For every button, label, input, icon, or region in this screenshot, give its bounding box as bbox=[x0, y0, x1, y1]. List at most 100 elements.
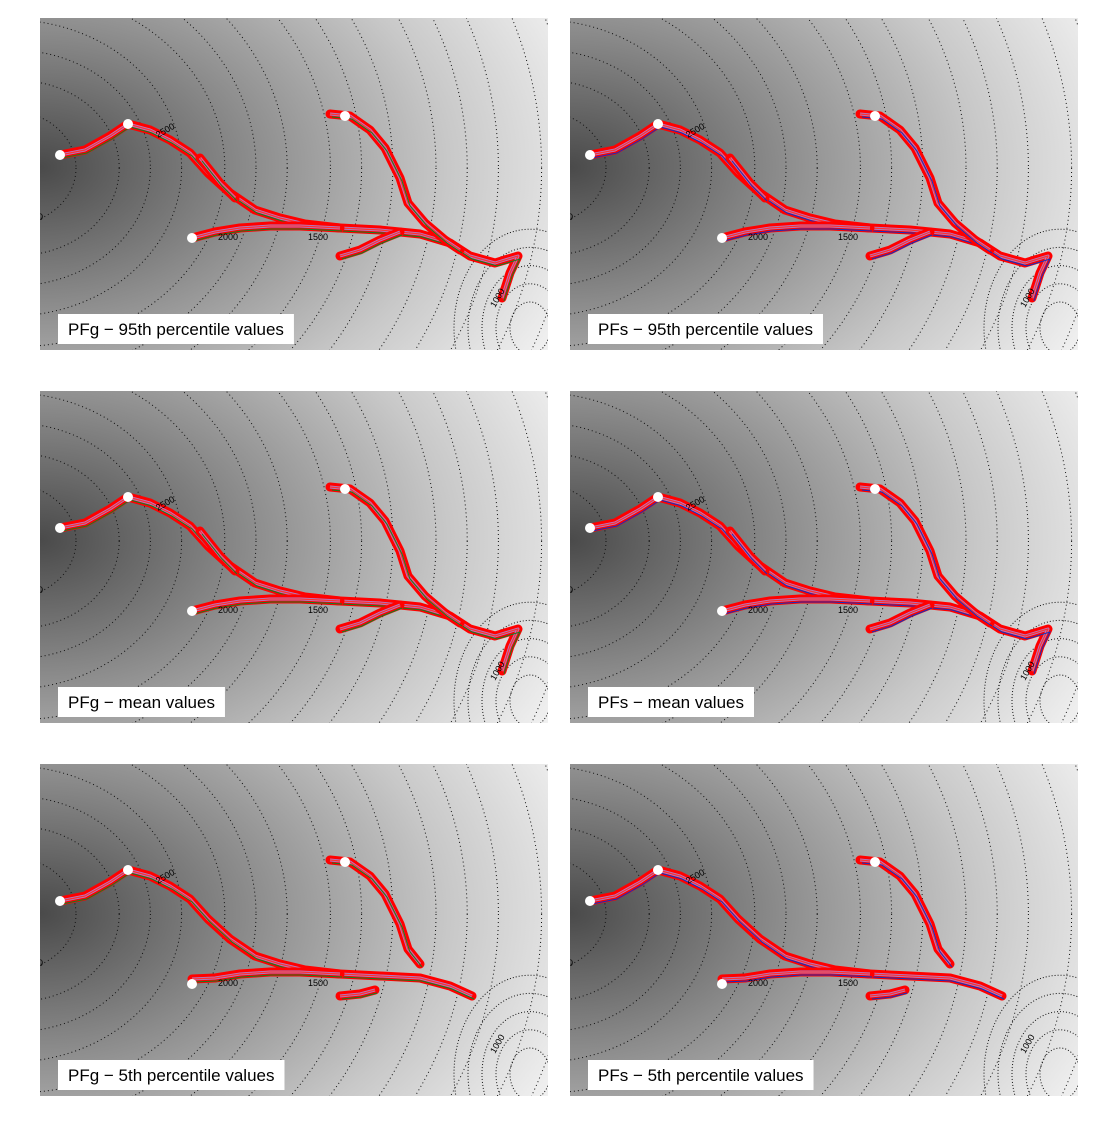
contour-line bbox=[570, 862, 607, 966]
vent bbox=[187, 606, 197, 616]
lava-flow-core bbox=[191, 598, 341, 612]
contour-line bbox=[247, 764, 331, 1096]
contour-line bbox=[40, 21, 183, 315]
lava-flow-core bbox=[869, 231, 931, 257]
panel-label-box bbox=[58, 1060, 285, 1090]
simulated-outline bbox=[591, 872, 1005, 1000]
contour-line bbox=[570, 764, 756, 1093]
contour-line bbox=[570, 797, 681, 1031]
panel-label: PFs − 95th percentile values bbox=[598, 320, 813, 339]
panel-label: PFs − mean values bbox=[598, 693, 744, 712]
contour-line bbox=[908, 764, 967, 1096]
contour-line bbox=[449, 764, 499, 1096]
contour-line bbox=[1026, 764, 1072, 1096]
contour-line bbox=[509, 301, 548, 350]
vent bbox=[123, 119, 133, 129]
contour-line bbox=[40, 18, 226, 347]
contour-line bbox=[661, 764, 787, 1096]
contour-label: 500 bbox=[28, 958, 43, 968]
simulated-outline bbox=[341, 234, 403, 260]
contour-line bbox=[570, 828, 650, 1000]
contour-line bbox=[1039, 1047, 1078, 1096]
lava-flow-core bbox=[589, 496, 1049, 672]
panel-label: PFg − mean values bbox=[68, 693, 215, 712]
contour-label: 500 bbox=[558, 958, 573, 968]
contour-line bbox=[719, 764, 818, 1096]
contour-line bbox=[378, 764, 437, 1096]
simulated-outline bbox=[871, 992, 908, 1000]
vent bbox=[870, 111, 880, 121]
contour-label: 2000 bbox=[218, 605, 238, 615]
contour-label: 1500 bbox=[308, 978, 328, 988]
contour-label: 1500 bbox=[838, 232, 858, 242]
contour-label: 2000 bbox=[748, 978, 768, 988]
simulated-outline bbox=[193, 974, 343, 983]
simulated-outline bbox=[201, 533, 238, 575]
contour-line bbox=[449, 18, 499, 350]
contour-line bbox=[189, 764, 288, 1096]
contour-label: 500 bbox=[28, 212, 43, 222]
contour-line bbox=[1025, 1029, 1078, 1096]
simulated-outline bbox=[723, 974, 873, 983]
simulated-outline bbox=[341, 607, 403, 633]
contour-line bbox=[414, 18, 468, 350]
panel-label-box bbox=[588, 687, 754, 717]
lava-flow-core bbox=[191, 225, 341, 239]
contour-label: 1500 bbox=[308, 232, 328, 242]
contour-line bbox=[495, 283, 548, 350]
contour-line bbox=[997, 246, 1078, 350]
vent bbox=[340, 484, 350, 494]
panel-label: PFs − 5th percentile values bbox=[598, 1066, 804, 1085]
contour-line bbox=[819, 391, 892, 723]
relief-background bbox=[40, 391, 548, 723]
contour-line bbox=[570, 21, 713, 315]
contour-line bbox=[496, 391, 542, 723]
contour-line bbox=[40, 82, 120, 254]
panel-label-box bbox=[588, 1060, 814, 1090]
contour-line bbox=[719, 18, 818, 350]
contour-label: 500 bbox=[558, 212, 573, 222]
vent bbox=[55, 896, 65, 906]
vent bbox=[653, 119, 663, 129]
contour-line bbox=[40, 489, 77, 593]
lava-flow-core bbox=[589, 123, 1049, 299]
lava-flow-core bbox=[59, 869, 473, 997]
contour-line bbox=[40, 767, 183, 1061]
simulated-outline bbox=[723, 601, 873, 615]
contour-line bbox=[247, 18, 331, 350]
contour-label: 2000 bbox=[748, 605, 768, 615]
lava-flow-core bbox=[721, 598, 871, 612]
lava-flow-core bbox=[869, 604, 931, 630]
contour-line bbox=[509, 674, 548, 723]
contour-line bbox=[570, 18, 756, 347]
simulated-outline bbox=[331, 116, 463, 254]
contour-line bbox=[570, 424, 681, 658]
contour-line bbox=[189, 391, 288, 723]
contour-line bbox=[467, 246, 548, 350]
contour-line bbox=[40, 862, 77, 966]
contour-line bbox=[944, 764, 998, 1096]
contour-line bbox=[467, 619, 548, 723]
vent bbox=[653, 865, 663, 875]
lava-flow-core bbox=[339, 989, 376, 997]
vent bbox=[55, 523, 65, 533]
lava-flow-core bbox=[721, 971, 871, 980]
vent bbox=[870, 484, 880, 494]
contour-line bbox=[40, 797, 151, 1031]
contour-line bbox=[496, 764, 542, 1096]
simulated-outline bbox=[871, 234, 933, 260]
contour-label: 500 bbox=[28, 585, 43, 595]
simulated-outline bbox=[731, 160, 768, 202]
contour-line bbox=[131, 18, 257, 350]
simulated-outline bbox=[723, 228, 873, 242]
contour-line bbox=[378, 391, 437, 723]
contour-line bbox=[289, 764, 362, 1096]
relief-background bbox=[570, 764, 1078, 1096]
contour-line bbox=[997, 619, 1078, 723]
contour-line bbox=[1026, 391, 1072, 723]
vent bbox=[717, 233, 727, 243]
